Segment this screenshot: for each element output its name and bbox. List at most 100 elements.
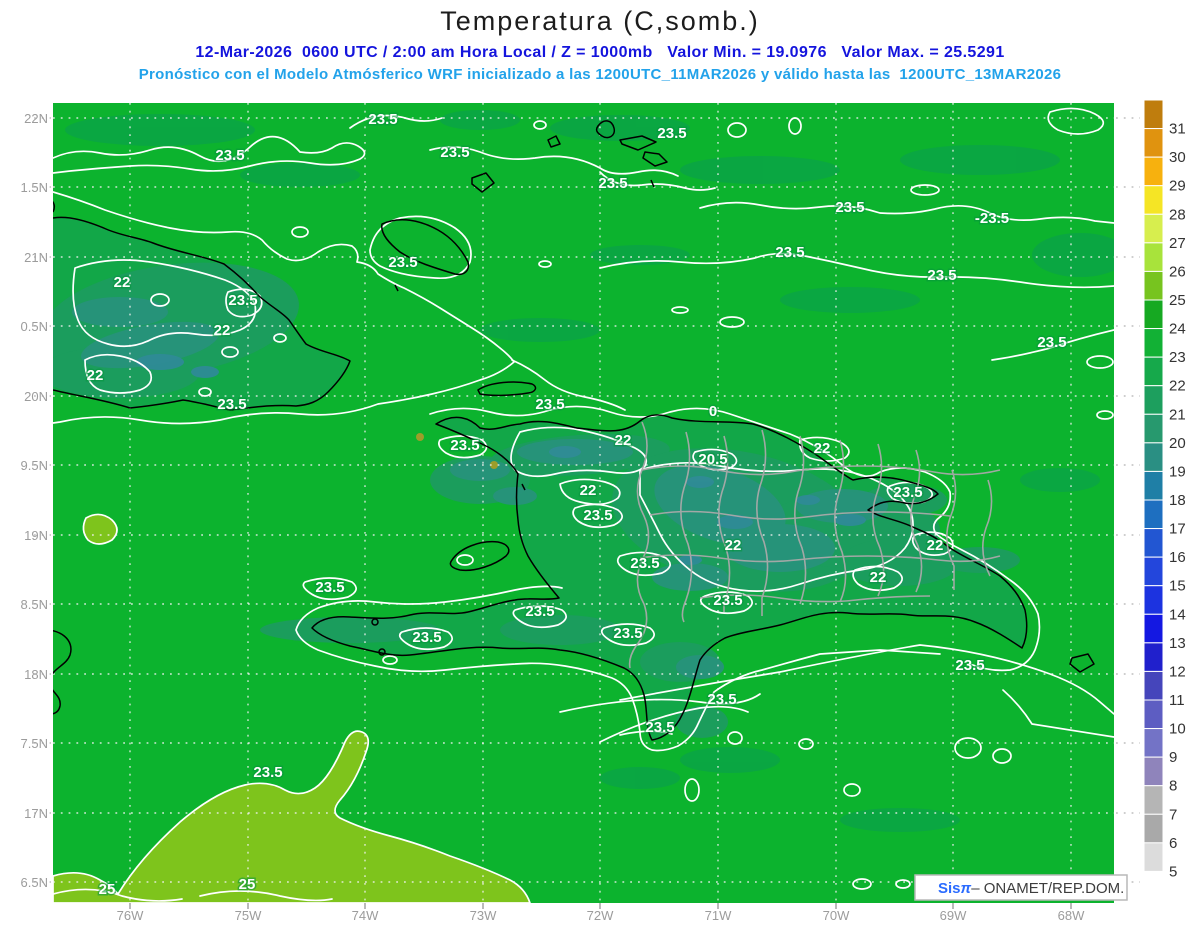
cuba-coastline <box>53 200 351 411</box>
contour-value-label: 23.5 <box>835 199 864 216</box>
contour-value-label: 23.5 <box>368 111 397 128</box>
colorbar-tick-label: 27 <box>1169 235 1186 252</box>
org-label: – ONAMET/REP.DOM. <box>971 880 1124 897</box>
lon-tick-label: 68W <box>1058 908 1085 923</box>
colorbar-tick-label: 17 <box>1169 521 1186 538</box>
contour-lines <box>53 107 1114 902</box>
svg-text:Sisπ– ONAMET/REP.DOM.: Sisπ– ONAMET/REP.DOM. <box>938 880 1124 897</box>
contour-value-label: 23.5 <box>713 592 742 609</box>
contour-value-label: 23.5 <box>440 144 469 161</box>
colorbar-tick-label: 12 <box>1169 663 1186 680</box>
shaded-field <box>53 103 1114 903</box>
contour-value-label: 22 <box>87 367 104 384</box>
colorbar-tick-label: 19 <box>1169 463 1186 480</box>
contour-value-label: 23.5 <box>388 254 417 271</box>
colorbar-tick-label: 21 <box>1169 406 1186 423</box>
branding-box: Sisπ– ONAMET/REP.DOM. <box>914 874 1128 901</box>
colorbar-legend: 31 30 29 28 27 26 25 24 23 22 21 20 19 18 17 16 15 14 13 12… <box>1143 99 1186 901</box>
contour-value-label: 0 <box>709 403 717 420</box>
great-inagua-island <box>381 218 470 276</box>
lon-tick-label: 70W <box>823 908 850 923</box>
contour-value-label: 23.5 <box>893 484 922 501</box>
coastlines <box>53 120 1095 741</box>
contour-value-label: 23.5 <box>228 292 257 309</box>
lon-tick-label: 74W <box>352 908 379 923</box>
lat-tick-label: 8.5N <box>21 597 48 612</box>
contour-value-label: 22 <box>870 569 887 586</box>
colorbar-tick-label: 31 <box>1169 121 1186 138</box>
contour-value-label: 23.5 <box>315 579 344 596</box>
lat-tick-label: 9.5N <box>21 458 48 473</box>
lat-tick-label: 1.5N <box>21 180 48 195</box>
contour-value-label: 23.5 <box>253 764 282 781</box>
lon-tick-label: 76W <box>117 908 144 923</box>
contour-value-label: 23.5 <box>775 244 804 261</box>
lat-tick-label: 17N <box>24 806 48 821</box>
contour-value-label: 23.5 <box>583 507 612 524</box>
lat-tick-label: 7.5N <box>21 736 48 751</box>
colorbar-tick-label: 16 <box>1169 549 1186 566</box>
contour-value-label: 23.5 <box>450 437 479 454</box>
lat-tick-label: 20N <box>24 389 48 404</box>
colorbar-tick-label: 25 <box>1169 292 1186 309</box>
colorbar-tick-label: 30 <box>1169 149 1186 166</box>
colorbar-tick-label: 18 <box>1169 492 1186 509</box>
colorbar-tick-label: 9 <box>1169 749 1177 766</box>
province-borders <box>628 421 1001 669</box>
contour-value-label: 23.5 <box>598 175 627 192</box>
tortuga-island <box>477 381 537 397</box>
contour-value-label: 22 <box>814 440 831 457</box>
colorbar-tick-label: 22 <box>1169 378 1186 395</box>
lon-tick-label: 72W <box>587 908 614 923</box>
pi-icon: π <box>961 880 972 897</box>
colorbar-tick-label: 15 <box>1169 578 1186 595</box>
contour-value-label: 23.5 <box>707 691 736 708</box>
contour-value-label: 23.5 <box>645 719 674 736</box>
lat-tick-label: 22N <box>24 111 48 126</box>
caicos-islands <box>547 120 668 167</box>
hispaniola-coastline <box>311 414 1028 741</box>
lon-tick-label: 73W <box>470 908 497 923</box>
colorbar-tick-label: 26 <box>1169 263 1186 280</box>
contour-value-label: 22 <box>725 537 742 554</box>
contour-value-label: 23.5 <box>927 267 956 284</box>
lat-tick-label: 19N <box>24 528 48 543</box>
colorbar-tick-label: 7 <box>1169 806 1177 823</box>
colorbar-tick-label: 29 <box>1169 178 1186 195</box>
contour-value-label: 23.5 <box>412 629 441 646</box>
colorbar-tick-label: 28 <box>1169 206 1186 223</box>
gonave-island <box>449 540 510 572</box>
contour-value-label: 23.5 <box>525 603 554 620</box>
contour-value-label: 23.5 <box>1037 334 1066 351</box>
colorbar-tick-label: 24 <box>1169 321 1186 338</box>
lat-tick-label: 0.5N <box>21 319 48 334</box>
colorbar-tick-label: 14 <box>1169 606 1186 623</box>
lat-tick-label: 18N <box>24 667 48 682</box>
colorbar-tick-label: 23 <box>1169 349 1186 366</box>
contour-value-label: -23.5 <box>975 210 1009 227</box>
contour-value-label: 23.5 <box>630 555 659 572</box>
contour-value-label: 22 <box>580 482 597 499</box>
model-info-line: Pronóstico con el Modelo Atmósferico WRF… <box>138 66 1062 83</box>
lat-tick-label: 6.5N <box>21 875 48 890</box>
jamaica-tip <box>53 630 72 715</box>
little-inagua-island <box>471 172 495 193</box>
contour-value-label: 23.5 <box>215 147 244 164</box>
axis-labels: 22N 1.5N 21N 0.5N 20N 9.5N 19N 8.5N 18N 7.5N 17N 6.… <box>21 111 1086 923</box>
contour-value-label: 22 <box>927 537 944 554</box>
colorbar-tick-label: 20 <box>1169 435 1186 452</box>
contour-value-label: 25 <box>99 881 116 898</box>
colorbar-tick-label: 11 <box>1169 692 1185 709</box>
sis-logo-text: Sis <box>938 880 961 897</box>
colorbar-tick-label: 8 <box>1169 778 1177 795</box>
colorbar-tick-label: 6 <box>1169 835 1177 852</box>
page-title: Temperatura (C,somb.) <box>440 6 760 36</box>
colorbar-tick-label: 13 <box>1169 635 1186 652</box>
contour-value-label: 22 <box>615 432 632 449</box>
lat-tick-label: 21N <box>24 250 48 265</box>
contour-value-label: 22 <box>114 274 131 291</box>
warm-area <box>53 433 531 903</box>
contour-labels: 23.5 23.5 23.5 23.5 23.5 23.5 -23.5 23.5 23.5 23.… <box>85 110 1068 900</box>
